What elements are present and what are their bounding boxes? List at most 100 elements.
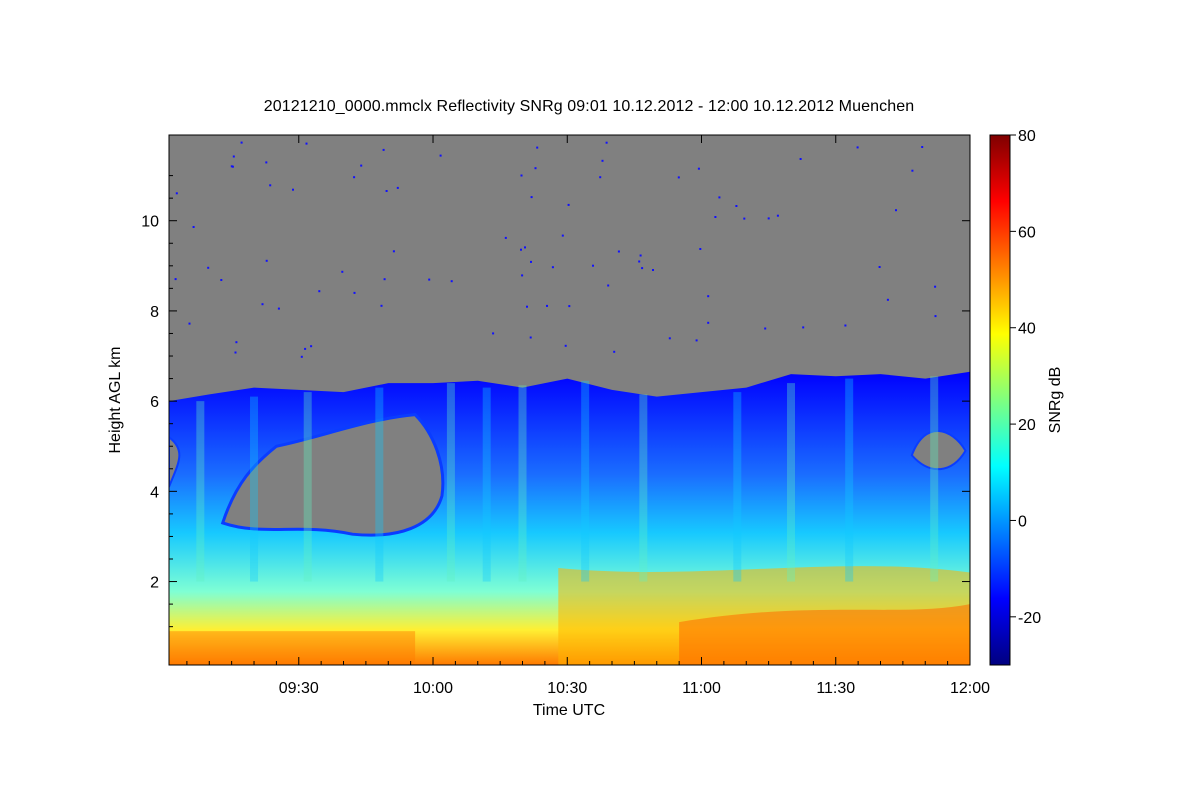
- x-tick-label: 11:00: [682, 680, 721, 697]
- noise-speckle: [261, 303, 264, 306]
- noise-speckle: [353, 176, 356, 179]
- precipitation-core-strong: [679, 604, 970, 665]
- noise-speckle: [304, 347, 307, 350]
- echo-field: [169, 371, 970, 665]
- noise-speckle: [601, 159, 604, 162]
- fall-streak: [446, 383, 455, 582]
- x-tick-label: 12:00: [950, 680, 990, 697]
- noise-speckle: [934, 285, 937, 288]
- x-axis-label: Time UTC: [533, 702, 605, 719]
- no-echo-pocket: [910, 430, 967, 471]
- noise-speckle: [546, 304, 548, 307]
- noise-speckle: [638, 260, 641, 263]
- noise-speckle: [450, 280, 453, 283]
- noise-speckle: [269, 184, 272, 187]
- colorbar-tick-label: 80: [1018, 128, 1036, 145]
- noise-speckle: [530, 196, 533, 199]
- noise-speckle: [605, 141, 608, 144]
- y-axis: 2 4 6 8 10: [141, 175, 970, 628]
- colorbar-tick-label: 20: [1018, 417, 1036, 434]
- y-tick-label: 10: [141, 214, 159, 231]
- y-tick-label: 2: [150, 575, 159, 592]
- noise-speckle: [707, 295, 710, 298]
- noise-speckle: [652, 269, 654, 271]
- noise-speckle: [677, 176, 680, 179]
- noise-speckle: [568, 305, 571, 308]
- fall-streak: [375, 387, 384, 582]
- noise-speckle: [192, 226, 195, 228]
- noise-speckle: [380, 304, 383, 307]
- noise-speckle: [707, 321, 710, 324]
- noise-speckle: [714, 216, 717, 218]
- noise-speckle: [695, 339, 698, 342]
- noise-speckle: [530, 260, 532, 263]
- noise-speckle: [886, 298, 889, 301]
- noise-speckle: [764, 327, 767, 330]
- noise-speckle: [776, 214, 779, 217]
- noise-speckle: [526, 305, 528, 308]
- x-tick-label: 09:30: [279, 680, 319, 697]
- noise-speckle: [360, 164, 363, 167]
- noise-speckle: [599, 176, 602, 179]
- noise-speckle: [428, 278, 431, 281]
- y-axis-label: Height AGL km: [107, 346, 124, 453]
- noise-speckle: [699, 248, 702, 250]
- noise-speckle: [529, 336, 532, 339]
- noise-speckle: [207, 266, 210, 269]
- x-axis: 09:30 10:00 10:30 11:00 11:30 12:00: [186, 135, 990, 697]
- noise-speckle: [735, 205, 738, 207]
- noise-speckle: [567, 203, 570, 206]
- noise-speckles: [174, 141, 937, 358]
- noise-speckle: [439, 154, 442, 157]
- x-tick-label: 11:30: [816, 680, 855, 697]
- noise-speckle: [844, 324, 847, 327]
- noise-speckle: [277, 307, 280, 310]
- noise-speckle: [856, 146, 859, 149]
- colorbar-tick-label: 60: [1018, 224, 1036, 241]
- noise-speckle: [392, 250, 395, 253]
- noise-speckle: [743, 217, 746, 220]
- plot-frame: [168, 134, 971, 666]
- surface-echo-left: [169, 631, 416, 665]
- noise-speckle: [551, 266, 554, 269]
- noise-speckle: [561, 234, 564, 237]
- fall-streak: [733, 392, 742, 582]
- noise-speckle: [175, 192, 178, 195]
- noise-speckle: [188, 322, 191, 325]
- noise-speckle: [265, 161, 268, 164]
- noise-speckle: [504, 236, 507, 239]
- noise-speckle: [921, 146, 924, 148]
- noise-speckle: [318, 290, 321, 293]
- noise-speckle: [174, 278, 177, 281]
- noise-speckle: [234, 351, 237, 354]
- noise-speckle: [353, 291, 356, 294]
- plot-area: [169, 135, 970, 665]
- noise-speckle: [799, 158, 802, 160]
- noise-speckle: [382, 148, 385, 151]
- noise-speckle: [265, 259, 268, 262]
- y-tick-label: 8: [150, 304, 159, 321]
- noise-speckle: [613, 350, 616, 353]
- x-tick-label: 10:30: [547, 680, 587, 697]
- noise-speckle: [492, 332, 495, 335]
- chart-title: 20121210_0000.mmclx Reflectivity SNRg 09…: [263, 98, 915, 115]
- noise-speckle: [521, 274, 524, 277]
- colorbar: -20 0 20 40 60 80 SNRg dB: [989, 128, 1064, 666]
- noise-speckle: [895, 209, 897, 212]
- noise-speckle: [697, 167, 700, 170]
- y-tick-label: 6: [150, 394, 159, 411]
- x-tick-label: 10:00: [413, 680, 453, 697]
- fall-streak: [930, 376, 939, 582]
- noise-speckle: [592, 264, 594, 267]
- noise-speckle: [230, 165, 233, 168]
- noise-speckle: [520, 248, 522, 251]
- fall-streak: [639, 394, 648, 582]
- noise-speckle: [911, 169, 914, 172]
- noise-speckle: [564, 344, 567, 347]
- noise-speckle: [396, 186, 399, 189]
- fall-streak: [196, 401, 205, 582]
- noise-speckle: [767, 217, 770, 220]
- noise-speckle: [934, 315, 937, 318]
